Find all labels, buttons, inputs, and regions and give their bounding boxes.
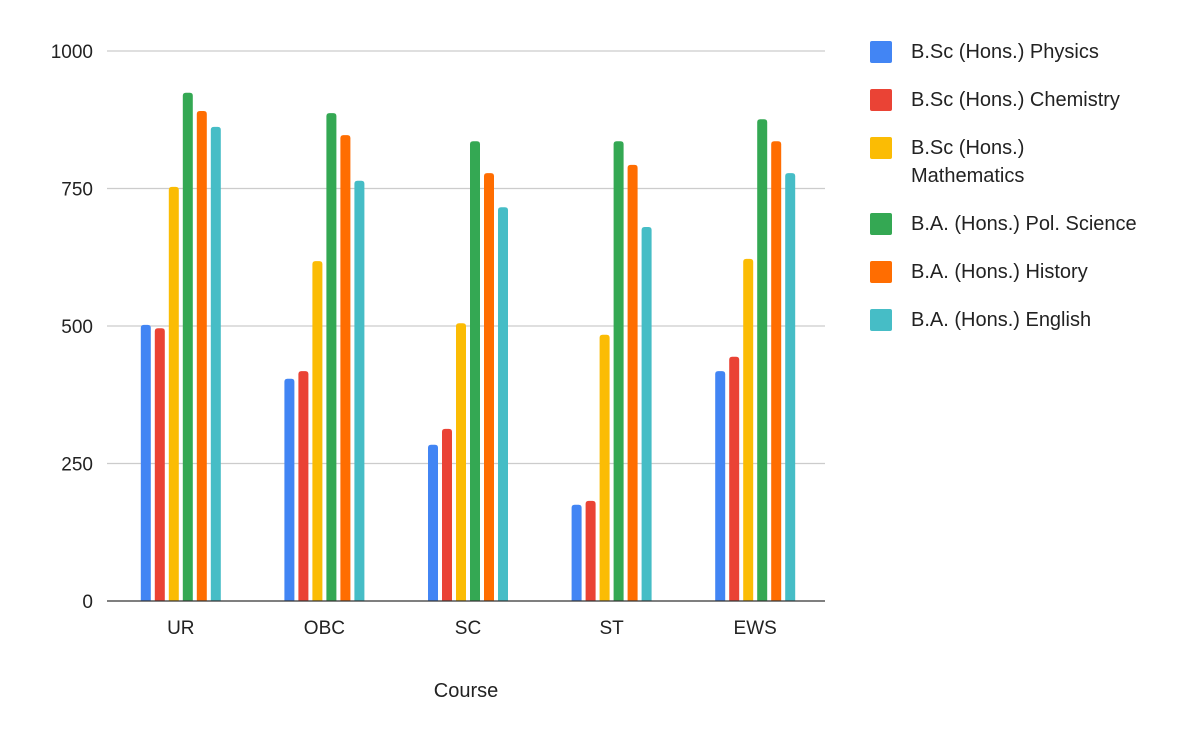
legend-label: B.A. (Hons.) English bbox=[911, 309, 1092, 331]
bar-sc-series-2 bbox=[456, 323, 466, 601]
bar-sc-series-4 bbox=[484, 173, 494, 601]
bar-ews-series-5 bbox=[785, 173, 796, 601]
legend-label: B.Sc (Hons.) Chemistry bbox=[911, 89, 1120, 111]
bar-obc-series-3 bbox=[326, 113, 337, 602]
bar-ur-series-2 bbox=[168, 186, 179, 601]
legend-item: B.Sc (Hons.) Chemistry bbox=[870, 86, 1150, 114]
bar-ur-series-4 bbox=[196, 110, 207, 601]
bar-st-series-3 bbox=[613, 141, 624, 601]
bar-st-series-4 bbox=[627, 164, 638, 601]
bar-sc-series-5 bbox=[498, 207, 508, 601]
bars bbox=[140, 92, 796, 602]
x-tick-label: UR bbox=[167, 618, 194, 639]
legend-label: B.Sc (Hons.) Mathematics bbox=[911, 137, 1025, 187]
bar-ews-series-2 bbox=[743, 258, 754, 601]
bar-sc-series-1 bbox=[442, 428, 452, 601]
bar-obc-series-2 bbox=[312, 261, 323, 601]
y-tick-label: 500 bbox=[61, 317, 93, 338]
bar-st-series-1 bbox=[585, 500, 596, 601]
bar-ur-series-3 bbox=[182, 92, 193, 602]
y-axis-ticks: 0 250 500 750 1000 bbox=[51, 42, 93, 613]
legend-label: B.Sc (Hons.) Physics bbox=[911, 41, 1099, 63]
bar-st-series-0 bbox=[571, 504, 582, 601]
y-tick-label: 1000 bbox=[51, 42, 93, 63]
y-tick-label: 0 bbox=[82, 592, 93, 613]
legend-swatch bbox=[870, 213, 892, 235]
bar-ews-series-1 bbox=[729, 356, 740, 601]
legend: B.Sc (Hons.) Physics B.Sc (Hons.) Chemist… bbox=[870, 38, 1150, 334]
bar-obc-series-0 bbox=[284, 378, 295, 601]
bar-sc-series-0 bbox=[428, 444, 438, 601]
legend-item: B.A. (Hons.) English bbox=[870, 306, 1150, 334]
x-axis-title: Course bbox=[434, 680, 498, 702]
x-axis-ticks: UR OBC SC ST EWS bbox=[167, 618, 777, 639]
y-tick-label: 250 bbox=[61, 455, 93, 476]
x-tick-label: SC bbox=[455, 618, 481, 639]
bar-ur-series-5 bbox=[210, 126, 221, 602]
legend-item: B.A. (Hons.) History bbox=[870, 258, 1150, 286]
legend-swatch bbox=[870, 309, 892, 331]
bar-ews-series-4 bbox=[771, 141, 782, 601]
bar-ews-series-0 bbox=[715, 371, 726, 601]
legend-item: B.A. (Hons.) Pol. Science bbox=[870, 210, 1150, 238]
x-tick-label: EWS bbox=[734, 618, 777, 639]
legend-swatch bbox=[870, 137, 892, 159]
legend-label: B.A. (Hons.) Pol. Science bbox=[911, 213, 1137, 235]
bar-sc-series-3 bbox=[470, 141, 480, 601]
bar-ur-series-0 bbox=[140, 324, 151, 601]
legend-swatch bbox=[870, 261, 892, 283]
bar-obc-series-1 bbox=[298, 371, 309, 601]
bar-obc-series-5 bbox=[354, 180, 365, 602]
legend-item: B.Sc (Hons.) Physics bbox=[870, 38, 1150, 66]
legend-swatch bbox=[870, 89, 892, 111]
legend-label: B.A. (Hons.) History bbox=[911, 261, 1088, 283]
x-tick-label: ST bbox=[599, 618, 624, 639]
x-tick-label: OBC bbox=[304, 618, 345, 639]
y-tick-label: 750 bbox=[61, 180, 93, 201]
bar-st-series-2 bbox=[599, 334, 610, 601]
legend-item: B.Sc (Hons.) Mathematics bbox=[870, 134, 1150, 190]
bar-st-series-5 bbox=[641, 227, 652, 601]
bar-ur-series-1 bbox=[154, 328, 165, 601]
bar-obc-series-4 bbox=[340, 135, 351, 601]
bar-ews-series-3 bbox=[757, 119, 768, 601]
legend-swatch bbox=[870, 41, 892, 63]
